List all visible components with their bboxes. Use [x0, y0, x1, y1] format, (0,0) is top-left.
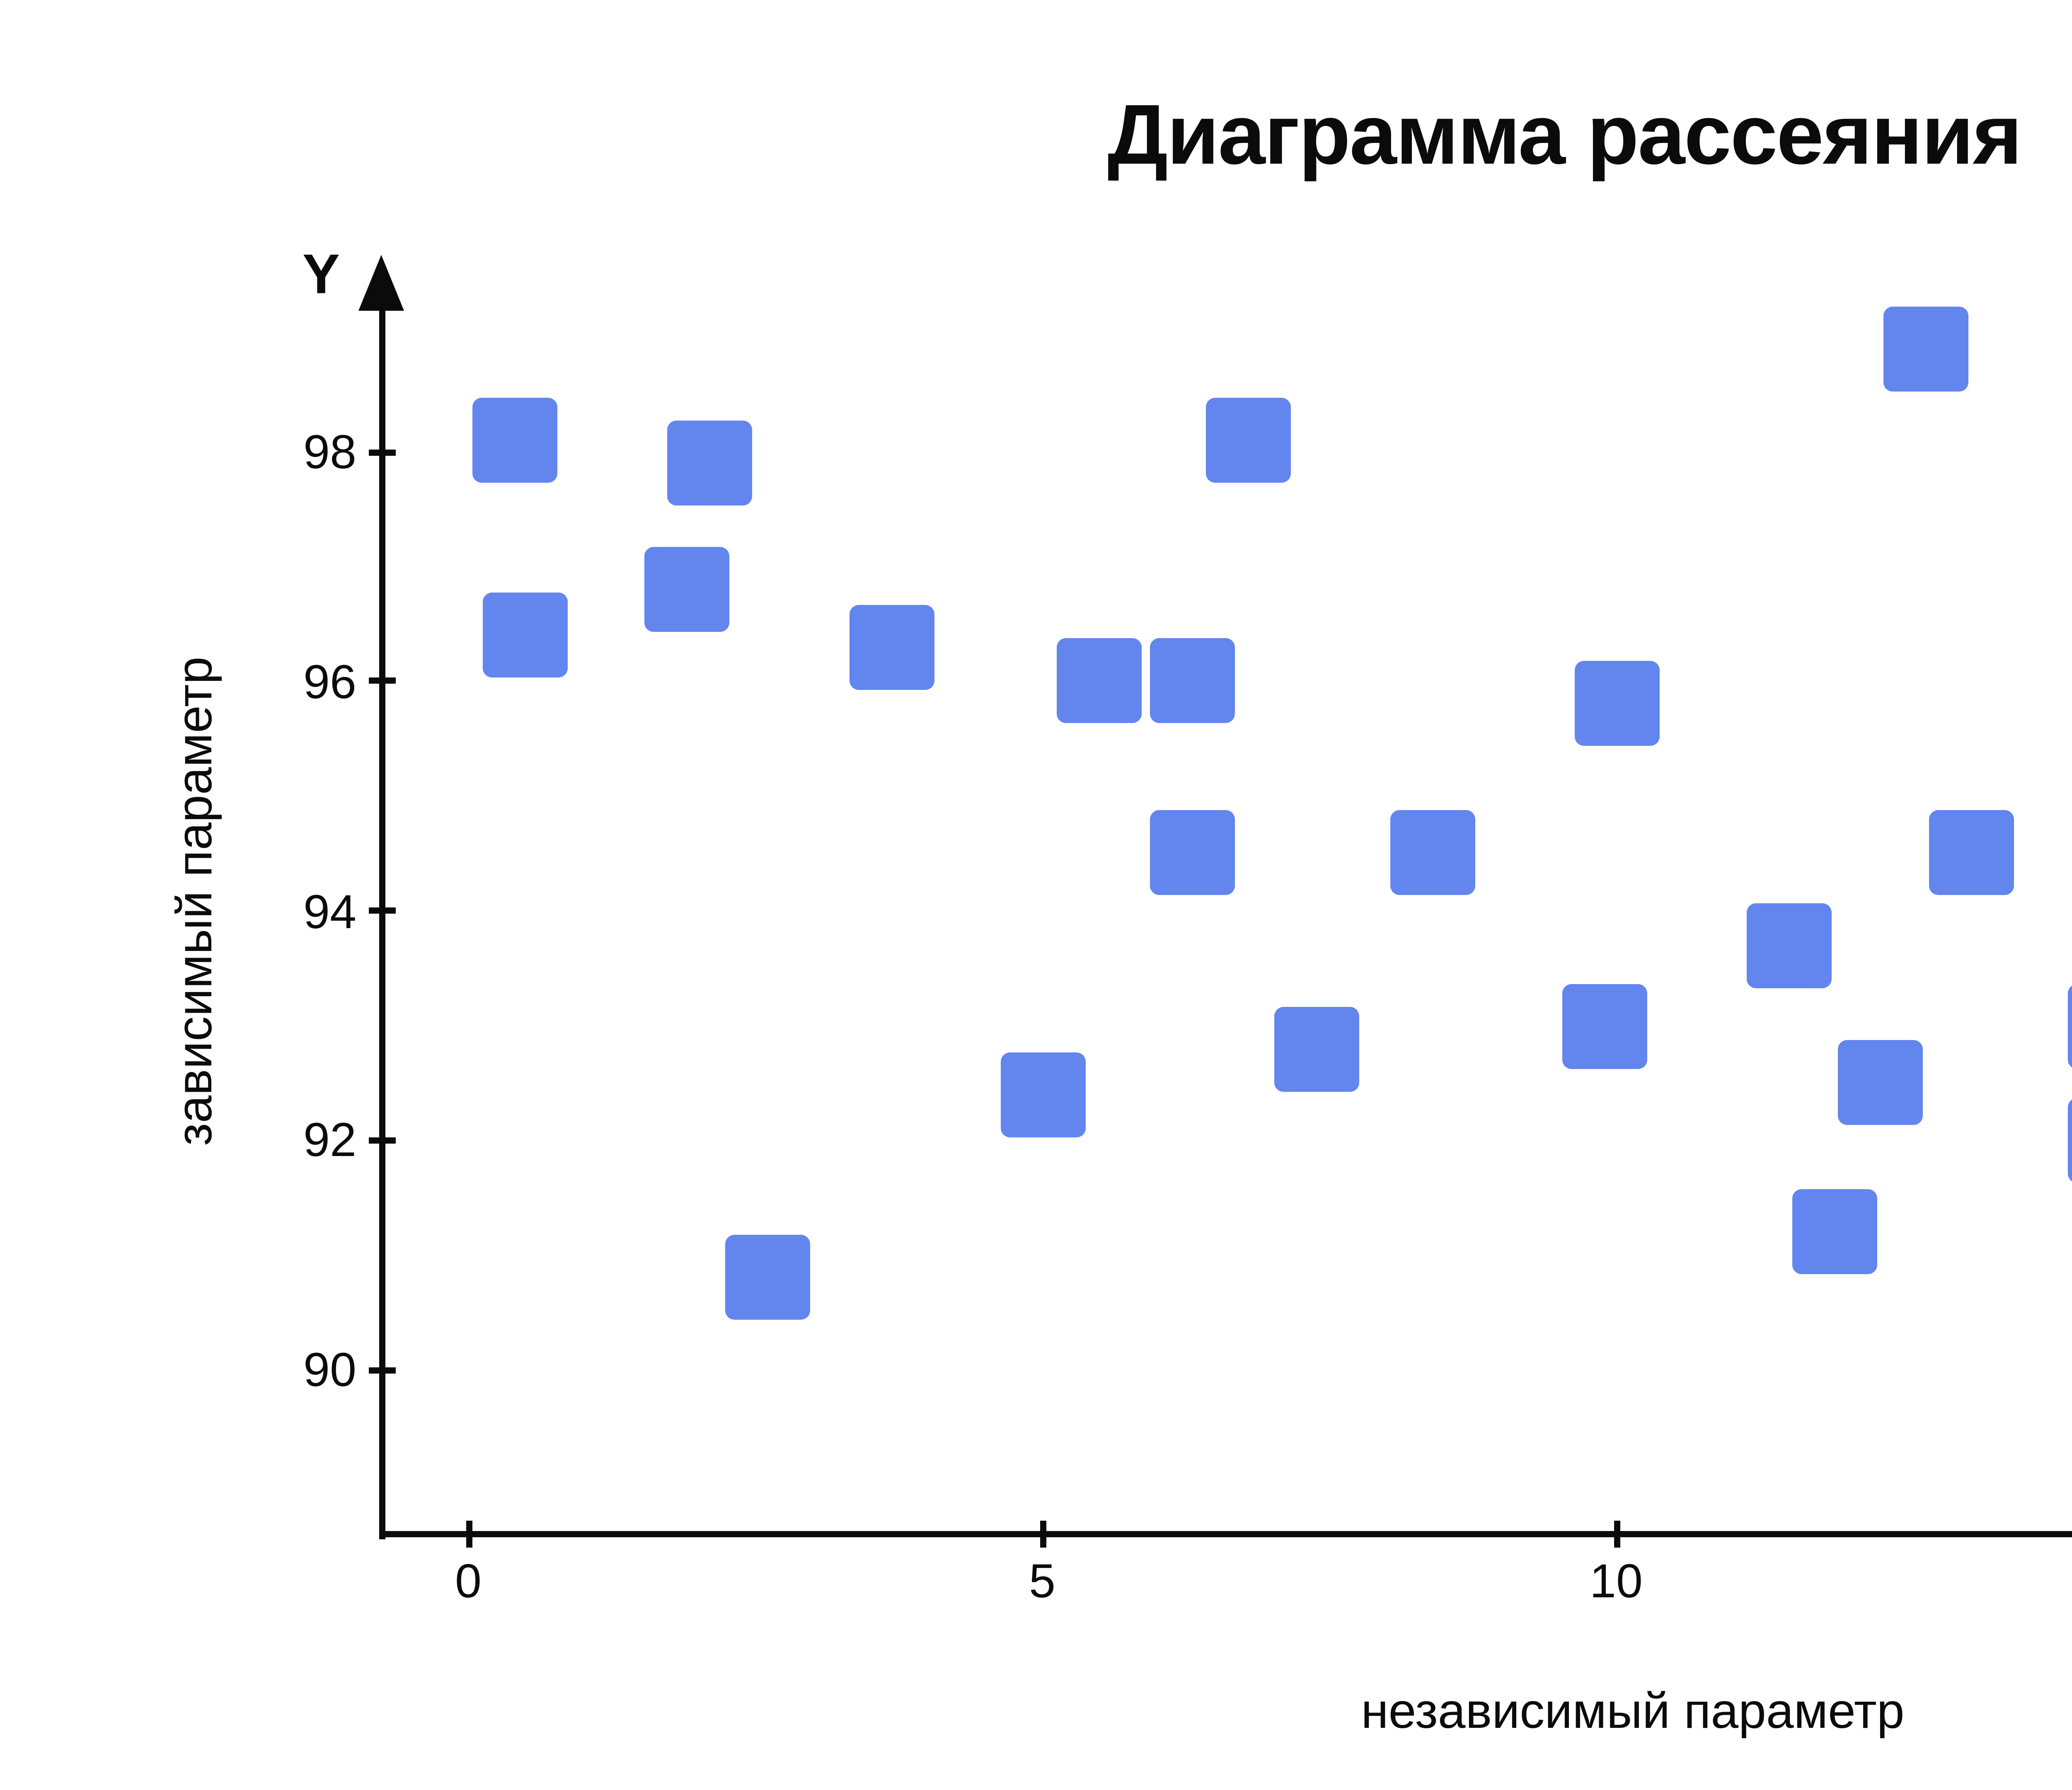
data-point-marker [1206, 397, 1292, 483]
x-tick-mark [1613, 1521, 1619, 1548]
data-point-marker [1149, 810, 1234, 896]
x-tick-label: 10 [1590, 1554, 1643, 1608]
x-axis-line [379, 1531, 2072, 1537]
data-point-marker [667, 421, 752, 506]
y-tick-mark [369, 907, 396, 914]
y-tick-label: 96 [303, 654, 356, 708]
data-point-marker [850, 604, 936, 689]
y-axis-line [379, 307, 385, 1539]
y-tick-label: 98 [303, 425, 356, 479]
data-point-marker [1275, 1006, 1360, 1091]
data-point-marker [644, 547, 729, 632]
x-tick-label: 0 [455, 1554, 482, 1608]
data-point-marker [1929, 810, 2015, 896]
x-tick-label: 5 [1029, 1554, 1055, 1608]
y-axis-arrowhead-icon [358, 255, 404, 311]
data-point-marker [1149, 639, 1234, 724]
data-point-marker [1883, 306, 1969, 391]
y-tick-label: 90 [303, 1342, 356, 1397]
y-tick-mark [369, 1367, 396, 1373]
data-point-marker [483, 593, 568, 678]
data-point-marker [724, 1235, 809, 1321]
y-axis-letter: Y [302, 243, 340, 306]
data-point-marker [1390, 810, 1475, 896]
y-tick-mark [369, 1137, 396, 1144]
y-tick-label: 92 [303, 1113, 356, 1167]
x-tick-mark [1039, 1521, 1046, 1548]
data-point-marker [2067, 983, 2072, 1068]
data-point-marker [1791, 1190, 1877, 1275]
y-tick-mark [369, 678, 396, 685]
y-tick-mark [369, 448, 396, 455]
data-point-marker [1562, 983, 1647, 1068]
data-point-marker [1745, 902, 1831, 988]
data-point-marker [1837, 1040, 1923, 1125]
data-point-marker [2067, 1098, 2072, 1183]
data-point-marker [1000, 1052, 1085, 1137]
data-point-marker [1057, 639, 1142, 724]
y-tick-label: 94 [303, 883, 356, 938]
x-tick-mark [465, 1521, 472, 1548]
x-axis-title: независимый параметр [1361, 1684, 1905, 1740]
chart-title: Диаграмма рассеяния [1107, 87, 2022, 182]
data-point-marker [472, 397, 557, 483]
data-point-marker [1573, 661, 1659, 747]
